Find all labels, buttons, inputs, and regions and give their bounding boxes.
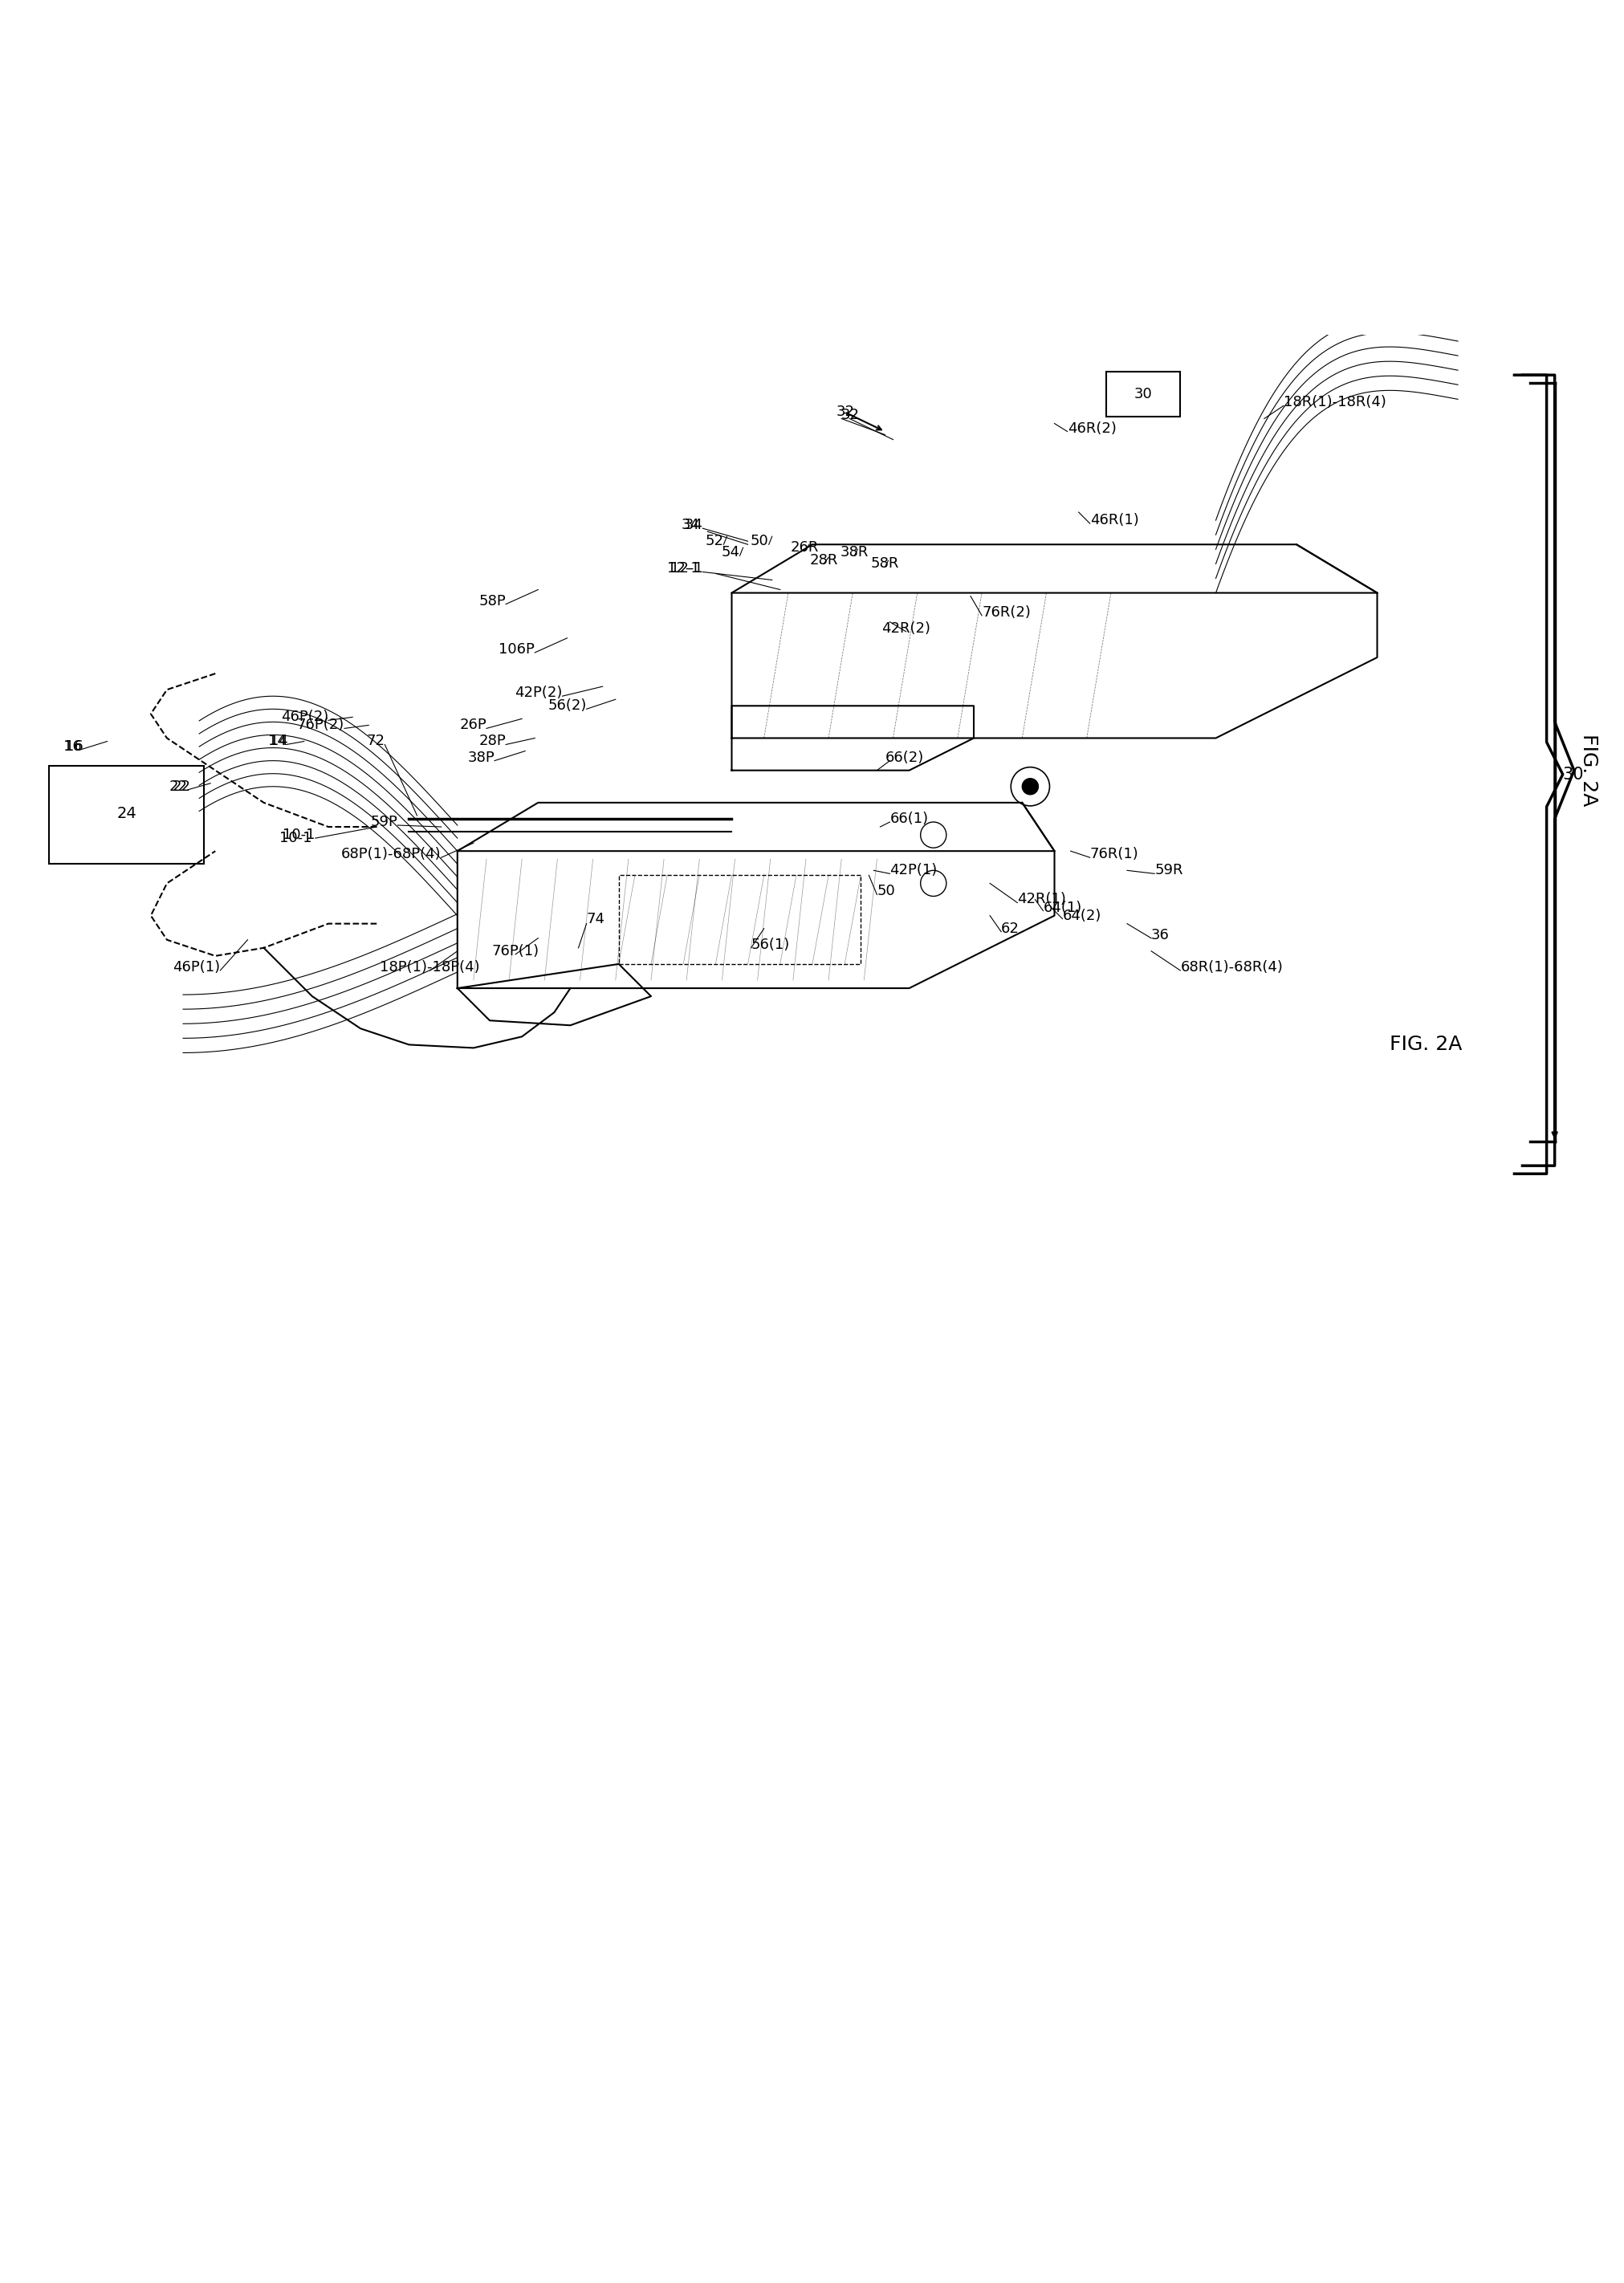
Text: 28P: 28P <box>479 735 505 749</box>
Text: 34: 34 <box>680 518 698 532</box>
Text: 12-1: 12-1 <box>666 562 698 575</box>
Text: 10-1: 10-1 <box>279 831 312 845</box>
Text: 28R: 28R <box>809 552 838 568</box>
Text: 72: 72 <box>365 735 385 749</box>
Text: 36: 36 <box>1151 927 1169 943</box>
Text: 14: 14 <box>268 735 286 749</box>
Text: 59P: 59P <box>370 815 398 829</box>
Bar <box>619 874 861 963</box>
Text: 66(2): 66(2) <box>885 751 924 765</box>
Text: 62: 62 <box>1000 922 1018 936</box>
Text: 22: 22 <box>172 779 192 794</box>
Text: 26R: 26R <box>789 541 818 555</box>
Text: 76P(2): 76P(2) <box>297 717 344 733</box>
Text: 58P: 58P <box>479 594 505 607</box>
Text: 76P(1): 76P(1) <box>492 943 539 959</box>
Text: 46P(2): 46P(2) <box>281 710 328 724</box>
Text: FIG. 2A: FIG. 2A <box>1389 1034 1462 1055</box>
Text: 68P(1)-68P(4): 68P(1)-68P(4) <box>341 847 442 861</box>
Text: 46R(2): 46R(2) <box>1067 420 1116 436</box>
Text: 38P: 38P <box>468 751 494 765</box>
Text: 59R: 59R <box>1155 863 1182 877</box>
Text: 34: 34 <box>684 518 702 532</box>
Text: 68R(1)-68R(4): 68R(1)-68R(4) <box>1179 961 1283 975</box>
Text: 76R(2): 76R(2) <box>981 605 1030 619</box>
Text: 52: 52 <box>705 534 723 548</box>
FancyBboxPatch shape <box>49 765 205 863</box>
Text: 50: 50 <box>877 884 895 900</box>
Text: 38R: 38R <box>840 546 869 559</box>
Text: 10-1: 10-1 <box>283 829 315 842</box>
Text: 14: 14 <box>270 735 287 749</box>
Text: 26P: 26P <box>460 717 486 733</box>
Text: 32: 32 <box>841 409 859 422</box>
Text: 18P(1)-18P(4): 18P(1)-18P(4) <box>380 961 479 975</box>
Text: 74: 74 <box>586 911 604 927</box>
Text: 18R(1)-18R(4): 18R(1)-18R(4) <box>1283 395 1385 409</box>
Text: 58R: 58R <box>870 557 898 571</box>
Text: 30: 30 <box>1134 388 1151 402</box>
Text: 16: 16 <box>63 740 81 753</box>
Text: 16: 16 <box>65 740 83 753</box>
Text: 106P: 106P <box>499 642 534 658</box>
Text: 56(1): 56(1) <box>750 938 789 952</box>
Text: 42P(1): 42P(1) <box>890 863 937 877</box>
Text: FIG. 2A: FIG. 2A <box>1579 735 1598 806</box>
Text: 46R(1): 46R(1) <box>1090 514 1138 527</box>
Text: 42R(1): 42R(1) <box>1017 893 1065 906</box>
Text: 64(1): 64(1) <box>1043 900 1082 915</box>
Text: 50: 50 <box>750 534 768 548</box>
Text: 42P(2): 42P(2) <box>515 685 562 701</box>
Text: 42R(2): 42R(2) <box>882 621 931 635</box>
Text: 64(2): 64(2) <box>1062 909 1101 922</box>
Text: 76R(1): 76R(1) <box>1090 847 1138 861</box>
FancyBboxPatch shape <box>1106 372 1179 418</box>
Text: 24: 24 <box>117 806 136 822</box>
Circle shape <box>1021 779 1038 794</box>
Text: 22: 22 <box>169 779 188 794</box>
Text: 66(1): 66(1) <box>890 810 927 826</box>
Text: 56(2): 56(2) <box>547 699 586 712</box>
Text: 30: 30 <box>1562 767 1583 783</box>
Text: 46P(1): 46P(1) <box>172 961 221 975</box>
Text: 12-1: 12-1 <box>669 562 702 575</box>
Text: 54: 54 <box>721 546 739 559</box>
Text: 32: 32 <box>836 404 854 420</box>
